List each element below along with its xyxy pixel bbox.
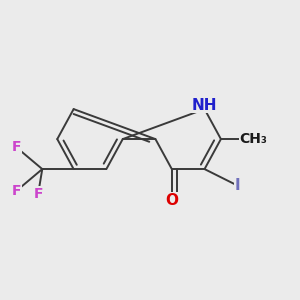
Text: F: F: [12, 140, 21, 154]
Text: NH: NH: [192, 98, 217, 112]
Text: F: F: [33, 187, 43, 201]
Text: O: O: [165, 193, 178, 208]
Text: F: F: [12, 184, 21, 198]
Text: I: I: [235, 178, 240, 193]
Text: CH₃: CH₃: [240, 132, 268, 146]
